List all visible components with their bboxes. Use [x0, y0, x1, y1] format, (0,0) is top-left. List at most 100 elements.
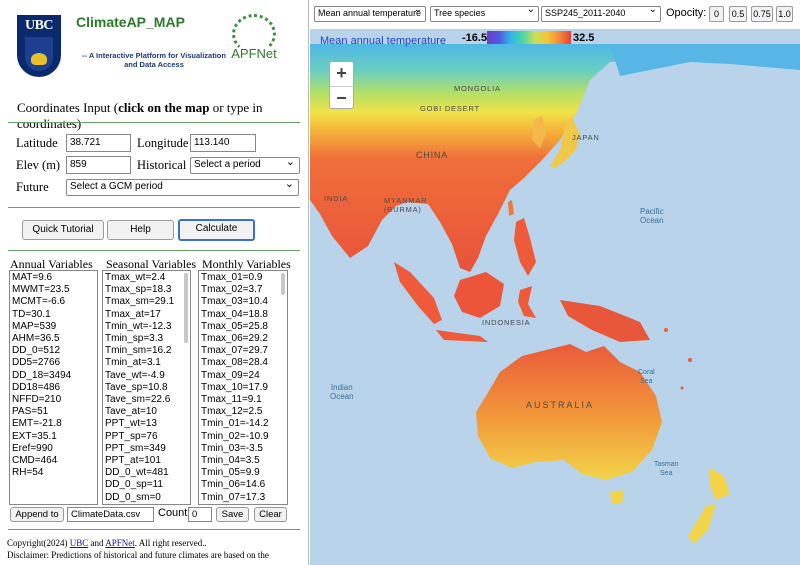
list-item[interactable]: Tmin_05=9.9 — [201, 467, 260, 479]
list-item[interactable]: DD_0_sm=0 — [105, 491, 161, 503]
philippines-landmass — [514, 218, 536, 276]
monthly-variables-list[interactable]: Tmax_01=0.9 Tmax_02=3.7 Tmax_03=10.4 Tmax_0… — [198, 270, 288, 505]
legend-title: Mean annual temperature — [320, 35, 446, 47]
app-title: ClimateAP_MAP — [76, 14, 185, 30]
list-item[interactable]: Tmax_09=24 — [201, 369, 260, 381]
apfnet-link[interactable]: APFNet — [105, 538, 135, 548]
list-item[interactable]: Tave_at=10 — [105, 406, 157, 418]
list-item[interactable]: Tave_sp=10.8 — [105, 381, 168, 393]
variable-select[interactable]: Mean annual temperature — [314, 4, 426, 22]
list-item[interactable]: MWMT=23.5 — [12, 284, 70, 296]
ubc-crest-icon — [25, 37, 53, 71]
list-item[interactable]: DD18=486 — [12, 381, 61, 393]
apfnet-logo[interactable]: APFNet — [224, 12, 284, 78]
list-item[interactable]: Tmax_sp=18.3 — [105, 284, 172, 296]
list-item[interactable]: Tmax_wt=2.4 — [105, 272, 166, 283]
list-item[interactable]: AHM=36.5 — [12, 333, 60, 345]
list-item[interactable]: PPT_sm=349 — [105, 442, 166, 454]
count-input[interactable]: 0 — [188, 507, 212, 522]
list-item[interactable]: Tmin_wt=-12.3 — [105, 320, 172, 332]
historical-period-select[interactable]: Select a period — [190, 155, 300, 174]
list-item[interactable]: EXT=35.1 — [12, 430, 57, 442]
list-item[interactable]: Tmax_03=10.4 — [201, 296, 268, 308]
future-gcm-select[interactable]: Select a GCM period — [66, 177, 299, 196]
list-item[interactable]: DD_18=3494 — [12, 369, 72, 381]
list-item[interactable]: PPT_sp=76 — [105, 430, 158, 442]
opacity-button-0-75[interactable]: 0.75 — [751, 6, 773, 22]
australia-landmass — [476, 344, 662, 480]
list-item[interactable]: Tmin_04=3.5 — [201, 455, 260, 467]
list-item[interactable]: TD=30.1 — [12, 308, 51, 320]
list-item[interactable]: DD5=2766 — [12, 357, 61, 369]
list-item[interactable]: Tmin_at=3.1 — [105, 357, 161, 369]
sulawesi-landmass — [518, 286, 536, 318]
list-item[interactable]: Tmin_01=-14.2 — [201, 418, 269, 430]
list-item[interactable]: PPT_wt=13 — [105, 418, 157, 430]
ubc-logo[interactable]: UBC — [17, 15, 61, 77]
scrollbar-thumb[interactable] — [281, 273, 285, 295]
opacity-button-1-0[interactable]: 1.0 — [776, 6, 793, 22]
annual-variables-title: Annual Variables — [10, 257, 93, 271]
list-item[interactable]: RH=54 — [12, 467, 44, 479]
opacity-button-0-5[interactable]: 0.5 — [729, 6, 747, 22]
list-item[interactable]: Tmin_02=-10.9 — [201, 430, 269, 442]
seasonal-variables-list[interactable]: Tmax_wt=2.4 Tmax_sp=18.3 Tmax_sm=29.1 Tmax_… — [102, 270, 191, 505]
list-item[interactable]: MAP=539 — [12, 320, 57, 332]
ubc-link[interactable]: UBC — [69, 538, 89, 548]
list-item[interactable]: DD_0_wt=481 — [105, 467, 169, 479]
species-select[interactable]: Tree species — [430, 4, 539, 22]
list-item[interactable]: NFFD=210 — [12, 394, 62, 406]
filename-input[interactable]: ClimateData.csv — [67, 507, 154, 522]
scrollbar-thumb[interactable] — [184, 273, 188, 343]
far-east-landmass — [610, 44, 800, 76]
list-item[interactable]: Tmax_07=29.7 — [201, 345, 268, 357]
quick-tutorial-button[interactable]: Quick Tutorial — [22, 220, 104, 240]
list-item[interactable]: CMD=464 — [12, 455, 58, 467]
list-item[interactable]: Tmax_10=17.9 — [201, 381, 268, 393]
future-label: Future — [16, 180, 49, 194]
list-item[interactable]: Tmax_05=25.8 — [201, 320, 268, 332]
calculate-button[interactable]: Calculate — [178, 219, 255, 241]
list-item[interactable]: Tmax_04=18.8 — [201, 308, 268, 320]
latitude-input[interactable]: 38.721 — [66, 134, 131, 152]
append-to-button[interactable]: Append to — [10, 507, 64, 522]
scenario-select[interactable]: SSP245_2011-2040 — [541, 4, 661, 22]
zoom-in-button[interactable]: + — [336, 63, 347, 83]
clear-button[interactable]: Clear — [254, 507, 287, 522]
list-item[interactable]: Tave_sm=22.6 — [105, 394, 171, 406]
opacity-button-0[interactable]: 0 — [709, 6, 724, 22]
longitude-input[interactable]: 113.140 — [190, 134, 256, 152]
list-item[interactable]: Tmin_07=17.3 — [201, 491, 266, 503]
zoom-out-button[interactable]: − — [330, 86, 353, 109]
list-item[interactable]: Tmax_01=0.9 — [201, 272, 263, 283]
list-item[interactable]: DD_0_sp=11 — [105, 479, 163, 491]
list-item[interactable]: Tmax_12=2.5 — [201, 406, 263, 418]
list-item[interactable]: Tmax_sm=29.1 — [105, 296, 175, 308]
list-item[interactable]: PPT_at=101 — [105, 455, 161, 467]
list-item[interactable]: Tmax_08=28.4 — [201, 357, 268, 369]
list-item[interactable]: EMT=-21.8 — [12, 418, 62, 430]
list-item[interactable]: Tmax_06=29.2 — [201, 333, 268, 345]
list-item[interactable]: Tmax_11=9.1 — [201, 394, 262, 406]
disclaimer-text: Disclaimer: Predictions of historical an… — [7, 550, 269, 560]
climate-map[interactable]: MONGOLIA GOBI DESERT CHINA JAPAN INDIA M… — [310, 0, 800, 565]
apfnet-logo-text: APFNet — [231, 46, 277, 61]
list-item[interactable]: Tmax_02=3.7 — [201, 284, 263, 296]
list-item[interactable]: Tmin_06=14.6 — [201, 479, 266, 491]
list-item[interactable]: Tmin_03=-3.5 — [201, 442, 263, 454]
elevation-input[interactable]: 859 — [66, 156, 131, 174]
list-item[interactable]: Tave_wt=-4.9 — [105, 369, 165, 381]
save-button[interactable]: Save — [216, 507, 249, 522]
help-button[interactable]: Help — [107, 220, 174, 240]
island-dot — [680, 386, 684, 390]
list-item[interactable]: DD_0=512 — [12, 345, 61, 357]
annual-variables-list[interactable]: MAT=9.6 MWMT=23.5 MCMT=-6.6 TD=30.1 MAP=539 A… — [9, 270, 98, 505]
list-item[interactable]: MCMT=-6.6 — [12, 296, 66, 308]
list-item[interactable]: Tmax_at=17 — [105, 308, 161, 320]
list-item[interactable]: Tmin_sm=16.2 — [105, 345, 172, 357]
list-item[interactable]: PAS=51 — [12, 406, 49, 418]
list-item[interactable]: Tmin_sp=3.3 — [105, 333, 164, 345]
list-item[interactable]: Eref=990 — [12, 442, 53, 454]
wreath-icon — [232, 14, 276, 54]
list-item[interactable]: MAT=9.6 — [12, 272, 53, 283]
